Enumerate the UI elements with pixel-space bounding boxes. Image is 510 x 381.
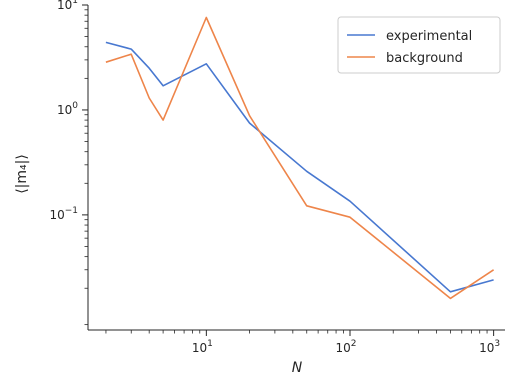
y-tick-label: 10−1	[49, 206, 78, 222]
x-tick-label: 102	[335, 339, 356, 355]
legend-label-background: background	[386, 51, 463, 66]
axes	[87, 5, 505, 331]
y-axis-label: ⟨|m₄|⟩	[14, 154, 30, 194]
y-tick-label: 100	[57, 101, 78, 117]
legend: experimental background	[337, 16, 501, 74]
x-axis-label: N	[292, 360, 303, 376]
y-tick-label: 101	[57, 0, 78, 12]
legend-box	[337, 16, 501, 74]
series-line-background	[105, 16, 495, 300]
series-lines	[105, 16, 495, 300]
series-line-experimental	[105, 41, 494, 293]
x-tick-label: 103	[479, 339, 500, 355]
ticks: 101 102 103 101 100 10−1	[49, 0, 500, 355]
x-tick-label: 101	[192, 339, 213, 355]
legend-label-experimental: experimental	[386, 29, 472, 44]
